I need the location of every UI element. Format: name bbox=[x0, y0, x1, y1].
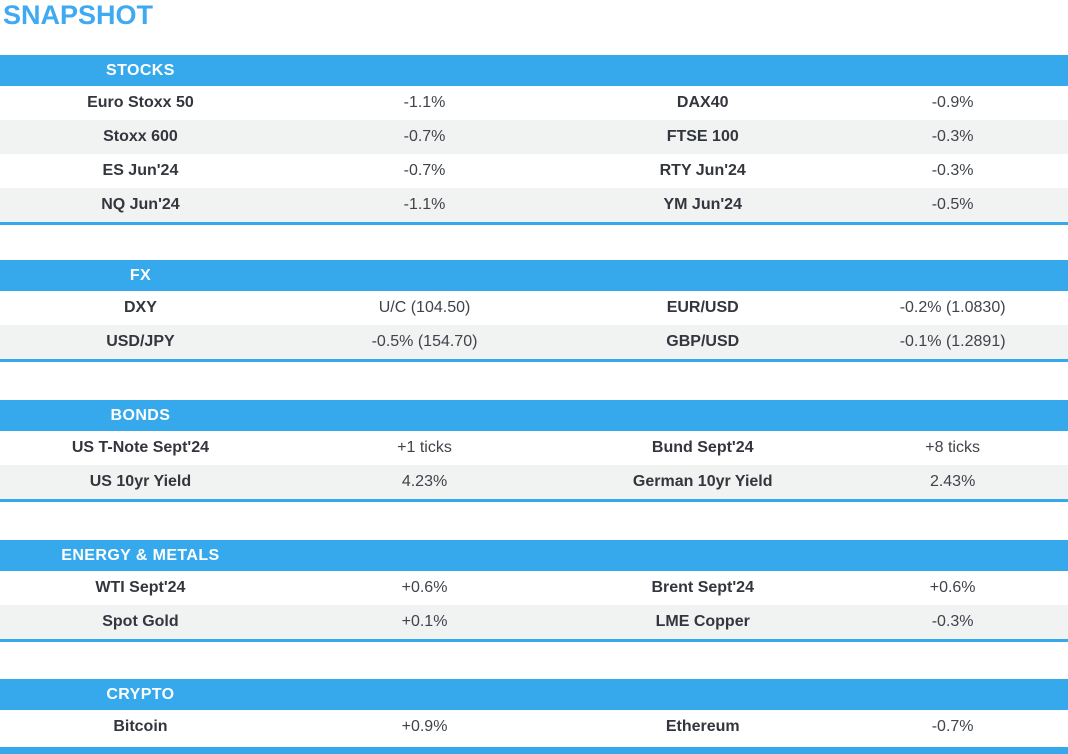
row-label: Ethereum bbox=[665, 718, 740, 735]
row-label: ES Jun'24 bbox=[102, 162, 179, 179]
row-label: USD/JPY bbox=[106, 333, 175, 350]
row-label: Spot Gold bbox=[102, 613, 179, 630]
row-value: +0.9% bbox=[401, 718, 448, 735]
row-label: WTI Sept'24 bbox=[95, 579, 186, 596]
row-label: DXY bbox=[123, 299, 157, 316]
row-value: -0.9% bbox=[931, 94, 974, 111]
row-value: -0.3% bbox=[931, 613, 974, 630]
row-label: DAX40 bbox=[676, 94, 729, 111]
table-row: Spot Gold +0.1% LME Copper -0.3% bbox=[0, 605, 1068, 639]
section-header-label: ENERGY & METALS bbox=[61, 546, 220, 564]
table-row: Stoxx 600 -0.7% FTSE 100 -0.3% bbox=[0, 120, 1068, 154]
row-label: US 10yr Yield bbox=[89, 473, 192, 490]
section-header: STOCKS bbox=[0, 55, 1068, 86]
row-label: Euro Stoxx 50 bbox=[87, 94, 194, 111]
table-row: Bitcoin +0.9% Ethereum -0.7% bbox=[0, 710, 1068, 744]
row-label: Brent Sept'24 bbox=[651, 579, 754, 596]
table-row: WTI Sept'24 +0.6% Brent Sept'24 +0.6% bbox=[0, 571, 1068, 605]
section-stocks: STOCKS Euro Stoxx 50 -1.1% DAX40 -0.9% Stoxx … bbox=[0, 55, 1068, 225]
section-header-label: BONDS bbox=[110, 406, 171, 424]
row-value: -0.5% bbox=[931, 196, 974, 213]
row-value: 2.43% bbox=[929, 473, 976, 490]
row-value: -0.7% bbox=[403, 128, 446, 145]
section-fx: FX DXY U/C (104.50) EUR/USD -0.2% (1.0830) US… bbox=[0, 260, 1068, 362]
row-label: Stoxx 600 bbox=[103, 128, 178, 145]
row-value: -0.2% (1.0830) bbox=[899, 299, 1006, 316]
row-value: -0.5% (154.70) bbox=[371, 333, 478, 350]
row-value: -1.1% bbox=[403, 196, 446, 213]
row-value: -0.3% bbox=[931, 162, 974, 179]
page-title: SNAPSHOT bbox=[3, 0, 154, 30]
section-header-label: FX bbox=[129, 266, 152, 284]
row-label: Bitcoin bbox=[113, 718, 168, 735]
section-header: FX bbox=[0, 260, 1068, 291]
row-label: German 10yr Yield bbox=[632, 473, 773, 490]
section-header-label: CRYPTO bbox=[106, 685, 175, 703]
section-energy-metals: ENERGY & METALS WTI Sept'24 +0.6% Brent Sep… bbox=[0, 540, 1068, 642]
row-value: -0.7% bbox=[931, 718, 974, 735]
section-header: BONDS bbox=[0, 400, 1068, 431]
row-label: Bund Sept'24 bbox=[651, 439, 754, 456]
row-value: +0.6% bbox=[929, 579, 976, 596]
table-row: Euro Stoxx 50 -1.1% DAX40 -0.9% bbox=[0, 86, 1068, 120]
row-label: US T-Note Sept'24 bbox=[71, 439, 210, 456]
section-header: ENERGY & METALS bbox=[0, 540, 1068, 571]
row-label: GBP/USD bbox=[666, 333, 740, 350]
row-value: -0.3% bbox=[931, 128, 974, 145]
row-label: RTY Jun'24 bbox=[659, 162, 746, 179]
row-value: -0.7% bbox=[403, 162, 446, 179]
row-value: -0.1% (1.2891) bbox=[899, 333, 1006, 350]
table-row: DXY U/C (104.50) EUR/USD -0.2% (1.0830) bbox=[0, 291, 1068, 325]
row-label: LME Copper bbox=[655, 613, 750, 630]
row-value: -1.1% bbox=[403, 94, 446, 111]
row-label: EUR/USD bbox=[666, 299, 739, 316]
table-row: ES Jun'24 -0.7% RTY Jun'24 -0.3% bbox=[0, 154, 1068, 188]
table-row: USD/JPY -0.5% (154.70) GBP/USD -0.1% (1.289… bbox=[0, 325, 1068, 359]
bottom-accent-bar bbox=[0, 747, 1068, 754]
row-value: U/C (104.50) bbox=[378, 299, 471, 316]
table-row: US T-Note Sept'24 +1 ticks Bund Sept'24 +8 … bbox=[0, 431, 1068, 465]
row-value: +0.6% bbox=[401, 579, 448, 596]
row-value: +8 ticks bbox=[925, 439, 980, 456]
section-crypto: CRYPTO Bitcoin +0.9% Ethereum -0.7% bbox=[0, 679, 1068, 744]
row-label: NQ Jun'24 bbox=[101, 196, 180, 213]
row-label: YM Jun'24 bbox=[663, 196, 742, 213]
row-value: +0.1% bbox=[401, 613, 448, 630]
row-value: +1 ticks bbox=[397, 439, 452, 456]
section-header: CRYPTO bbox=[0, 679, 1068, 710]
row-label: FTSE 100 bbox=[666, 128, 739, 145]
table-row: US 10yr Yield 4.23% German 10yr Yield 2.43% bbox=[0, 465, 1068, 499]
section-header-label: STOCKS bbox=[106, 61, 175, 79]
row-value: 4.23% bbox=[401, 473, 448, 490]
table-row: NQ Jun'24 -1.1% YM Jun'24 -0.5% bbox=[0, 188, 1068, 222]
section-bonds: BONDS US T-Note Sept'24 +1 ticks Bund Sept'… bbox=[0, 400, 1068, 502]
